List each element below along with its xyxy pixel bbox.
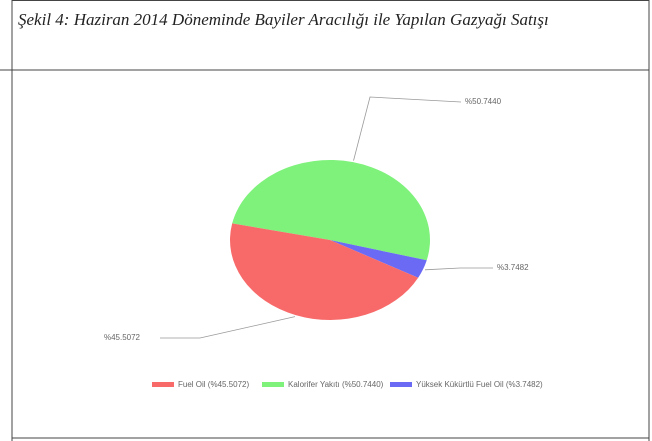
leader-line: [353, 96, 462, 161]
leader-line: [424, 267, 493, 271]
legend-swatch: [152, 382, 174, 387]
legend-label: Kalorifer Yakıtı (%50.7440): [288, 380, 384, 389]
legend-label: Fuel Oil (%45.5072): [178, 380, 249, 389]
legend-swatch: [390, 382, 412, 387]
pie-slice: [230, 223, 419, 321]
data-label: %50.7440: [465, 97, 502, 106]
data-label: %3.7482: [497, 263, 529, 272]
legend-label: Yüksek Kükürtlü Fuel Oil (%3.7482): [416, 380, 543, 389]
leader-line: [160, 316, 296, 339]
data-label: %45.5072: [104, 333, 141, 342]
caption: Şekil 4: Haziran 2014 Döneminde Bayiler …: [18, 10, 549, 29]
legend-swatch: [262, 382, 284, 387]
pie-slice: [232, 159, 431, 261]
pie-slice: [330, 240, 427, 278]
